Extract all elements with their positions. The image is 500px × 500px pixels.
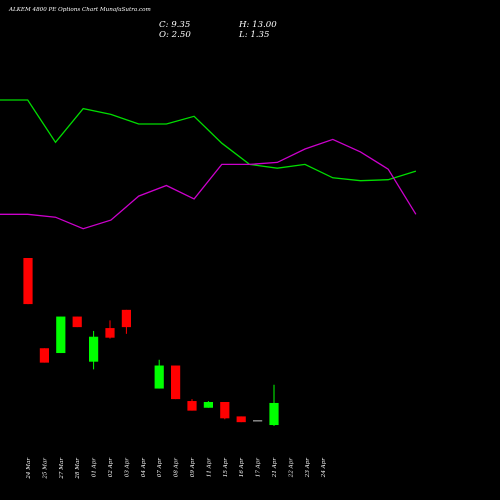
x-tick-label: 24 Apr [321,458,327,479]
x-tick-label: 24 Mar [26,458,32,480]
candle-body [236,416,246,423]
x-tick-label: 01 Apr [92,458,98,478]
candle-body [56,316,66,354]
x-tick-label: 21 Apr [272,458,278,479]
candle-body [220,402,230,419]
candle-body [72,316,82,328]
candle-body [121,309,131,328]
x-tick-label: 09 Apr [190,458,196,478]
ohlc-high: H: 13.00 [239,20,277,30]
x-tick-label: 11 Apr [206,458,212,478]
ohlc-low: L: 1.35 [239,30,270,40]
candle-body [23,258,33,305]
candle-body [269,402,279,426]
candle-body [105,328,115,338]
candle-body [39,348,49,363]
series-line-1 [0,99,417,182]
candle-body [253,420,263,422]
x-tick-label: 15 Apr [223,458,229,478]
x-tick-label: 22 Apr [288,458,294,479]
ohlc-close: C: 9.35 [159,20,191,30]
series-line-2 [0,138,417,230]
x-tick-label: 02 Apr [108,458,114,478]
x-tick-label: 23 Apr [305,458,311,479]
x-tick-label: 03 Apr [124,458,130,478]
chart-title: ALKEM 4800 PE Options Chart MunafaSutra.… [9,7,151,13]
x-tick-label: 08 Apr [174,458,180,478]
candle-body [187,401,197,411]
x-tick-label: 17 Apr [256,458,262,478]
x-tick-label: 07 Apr [157,458,163,478]
ohlc-open: O: 2.50 [159,30,191,40]
candle-body [171,365,181,400]
x-tick-label: 25 Mar [42,458,48,480]
candle-body [203,402,213,408]
x-tick-label: 28 Mar [75,458,81,480]
candle-body [154,365,164,389]
candle-body [89,336,99,362]
x-tick-label: 27 Mar [59,458,65,480]
x-tick-label: 16 Apr [239,458,245,478]
x-tick-label: 04 Apr [141,458,147,478]
